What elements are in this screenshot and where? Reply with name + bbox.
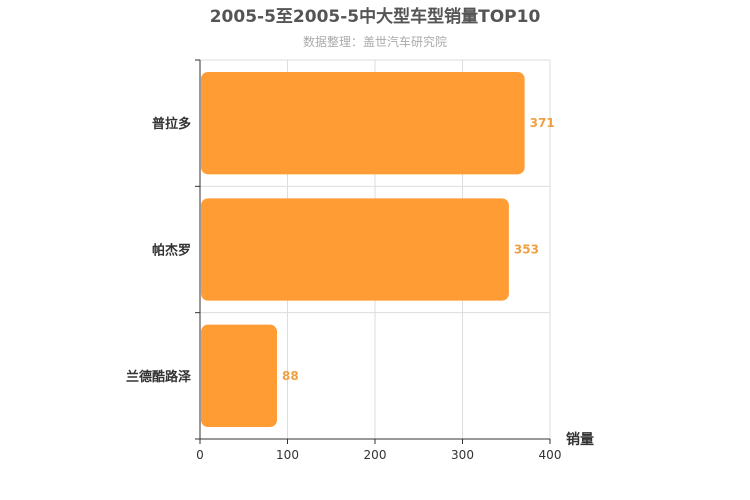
x-tick-label: 0 — [196, 448, 204, 462]
category-label: 兰德酷路泽 — [126, 369, 192, 385]
chart-subtitle: 数据整理：盖世汽车研究院 — [303, 34, 447, 49]
category-label: 普拉多 — [152, 116, 191, 132]
bars: 371 353 88 — [201, 72, 555, 427]
x-tick-label: 400 — [539, 448, 562, 462]
category-label: 帕杰罗 — [152, 243, 191, 259]
x-axis-label: 销量 — [566, 431, 594, 448]
x-tick-label: 100 — [276, 448, 299, 462]
bar — [201, 324, 277, 427]
chart-title: 2005-5至2005-5中大型车型销量TOP10 — [210, 6, 541, 27]
value-label: 88 — [282, 369, 299, 383]
bar — [201, 198, 509, 301]
x-tick-label: 300 — [451, 448, 474, 462]
x-tick-label: 200 — [364, 448, 387, 462]
bar — [201, 72, 525, 175]
value-label: 371 — [530, 116, 555, 130]
value-label: 353 — [514, 243, 539, 257]
